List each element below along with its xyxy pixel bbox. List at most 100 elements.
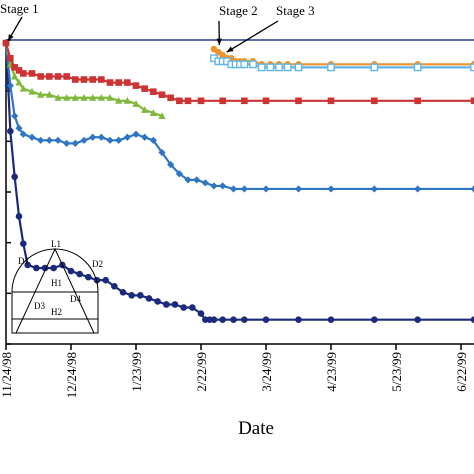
data-point	[327, 97, 335, 105]
x-tick-label: 4/23/99	[324, 352, 339, 392]
x-ticks: 11/24/98 12/24/98 1/23/99 2/22/99 3/24/99 4/2…	[0, 344, 469, 398]
data-point	[275, 63, 283, 72]
data-point	[71, 93, 79, 101]
data-point	[6, 82, 14, 90]
data-point	[262, 185, 270, 193]
data-point	[210, 316, 218, 323]
inset-label-d4: D4	[70, 294, 81, 304]
data-point	[37, 136, 45, 144]
data-point	[2, 39, 10, 47]
x-tick-label: 2/22/99	[194, 352, 209, 392]
data-point	[46, 73, 53, 80]
data-point	[470, 185, 474, 193]
data-point	[327, 316, 335, 323]
data-point	[98, 76, 105, 83]
data-point	[76, 270, 83, 278]
data-point	[141, 106, 149, 113]
data-point	[241, 316, 248, 323]
data-point	[193, 176, 201, 184]
data-point	[106, 136, 114, 144]
data-point	[85, 273, 92, 281]
data-point	[294, 63, 303, 72]
data-point	[71, 139, 79, 147]
data-point	[197, 310, 205, 317]
data-point	[158, 91, 166, 99]
data-point	[115, 79, 122, 86]
data-point	[67, 267, 75, 275]
data-point	[80, 136, 88, 144]
inset-label-d1: D1	[18, 256, 29, 266]
stage-label-2: Stage 2	[219, 3, 258, 18]
data-point	[149, 109, 157, 116]
data-point	[262, 97, 270, 105]
data-point	[80, 93, 88, 101]
data-point	[37, 90, 45, 98]
data-point	[184, 97, 192, 105]
data-point	[93, 276, 101, 284]
data-point	[111, 282, 118, 290]
data-point	[45, 90, 53, 98]
data-point	[370, 185, 378, 193]
data-point	[102, 276, 109, 284]
data-point	[470, 97, 474, 105]
data-point	[219, 182, 227, 190]
data-point	[50, 264, 57, 272]
data-point	[28, 70, 36, 77]
x-axis-title: Date	[238, 418, 274, 439]
inset-label-h1: H1	[51, 278, 62, 288]
data-point	[20, 70, 27, 77]
x-tick-label: 3/24/99	[259, 352, 274, 392]
series-1	[2, 39, 474, 193]
data-point	[19, 84, 27, 92]
data-point	[63, 93, 71, 101]
data-point	[262, 316, 270, 323]
data-point	[33, 264, 40, 272]
inset-label-l1: L1	[51, 239, 61, 249]
data-point	[283, 63, 292, 72]
data-point	[7, 54, 14, 62]
data-point	[414, 185, 422, 193]
data-point	[137, 292, 144, 299]
data-point	[115, 97, 123, 104]
data-point	[158, 148, 166, 157]
data-point	[54, 73, 62, 80]
data-point	[72, 76, 79, 83]
data-point	[167, 94, 174, 102]
data-point	[210, 182, 218, 190]
data-point	[11, 112, 19, 120]
data-point	[145, 295, 153, 302]
series-5	[210, 54, 474, 72]
inset-diagram: L1 D1 D2 H1 D3 D4 H2	[11, 239, 103, 334]
x-tick-label: 11/24/98	[0, 352, 14, 398]
data-point	[80, 76, 88, 83]
series-0	[2, 39, 474, 323]
inset-label-h2: H2	[51, 307, 62, 317]
data-point	[219, 316, 226, 323]
data-point	[240, 185, 248, 193]
data-point	[54, 136, 62, 144]
data-point	[229, 185, 238, 193]
data-point	[158, 112, 166, 119]
data-point	[7, 127, 14, 135]
data-point	[257, 63, 266, 72]
data-point	[219, 97, 226, 105]
data-point	[20, 240, 27, 247]
data-point	[45, 136, 53, 144]
data-point	[184, 176, 192, 184]
data-point	[28, 87, 36, 95]
series-line	[4, 42, 474, 102]
series-line	[4, 42, 474, 321]
data-point	[154, 298, 161, 305]
stage-3-arrow	[226, 20, 279, 53]
data-point	[11, 72, 19, 80]
stage-1-arrow-head	[8, 34, 14, 42]
data-point	[197, 97, 205, 105]
data-point	[89, 133, 97, 141]
data-point	[11, 64, 18, 71]
data-point	[175, 170, 183, 178]
data-point	[240, 60, 249, 69]
data-point	[11, 173, 18, 181]
data-point	[15, 213, 23, 220]
data-point	[115, 136, 123, 144]
